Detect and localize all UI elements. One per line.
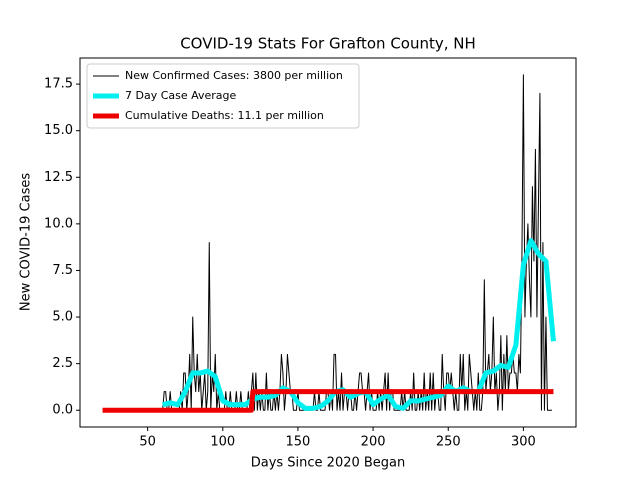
x-axis-label: Days Since 2020 Began xyxy=(251,456,406,471)
series-line xyxy=(102,389,554,413)
legend-box xyxy=(86,63,360,129)
y-axis-label: New COVID-19 Cases xyxy=(19,173,34,311)
y-tick-label: 2.5 xyxy=(52,356,73,371)
legend-label: Cumulative Deaths: 11.1 per million xyxy=(125,109,324,122)
chart-title: COVID-19 Stats For Grafton County, NH xyxy=(180,35,476,53)
y-tick-label: 0.0 xyxy=(52,403,73,418)
y-tick-label: 17.5 xyxy=(44,77,73,92)
legend: New Confirmed Cases: 3800 per million 7 D… xyxy=(86,63,360,129)
x-tick-label: 150 xyxy=(286,435,311,450)
x-tick-label: 300 xyxy=(511,435,536,450)
legend-label: New Confirmed Cases: 3800 per million xyxy=(125,69,343,82)
x-tick-label: 250 xyxy=(436,435,461,450)
legend-label: 7 Day Case Average xyxy=(125,89,237,102)
x-tick-label: 50 xyxy=(139,435,156,450)
x-tick-label: 100 xyxy=(210,435,235,450)
y-tick-label: 15.0 xyxy=(44,123,73,138)
y-tick-label: 12.5 xyxy=(44,170,73,185)
y-tick-label: 10.0 xyxy=(44,216,73,231)
plot-frame xyxy=(79,57,577,428)
y-tick-label: 5.0 xyxy=(52,310,73,325)
x-tick-label: 200 xyxy=(361,435,386,450)
y-tick-label: 7.5 xyxy=(52,263,73,278)
